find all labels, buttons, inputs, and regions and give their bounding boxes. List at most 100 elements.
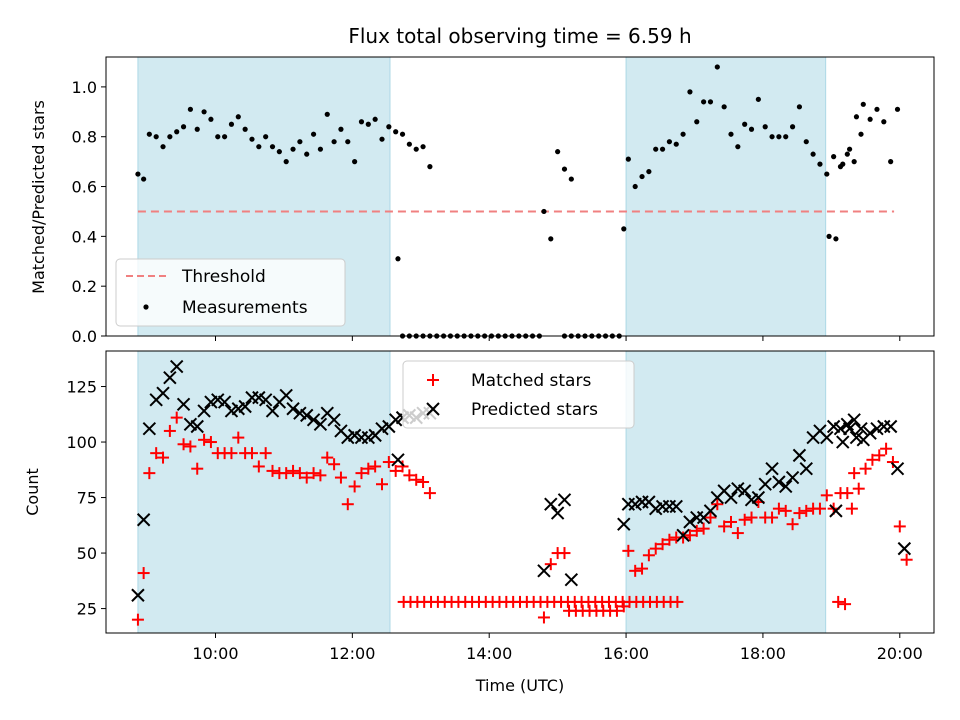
measurement-point <box>796 104 803 110</box>
measurement-point <box>555 149 561 155</box>
matched-star-point <box>204 436 217 449</box>
measurement-point <box>707 99 714 105</box>
matched-star-point <box>150 447 163 460</box>
measurement-point <box>331 139 337 145</box>
matched-star-point <box>417 476 430 489</box>
measurement-point <box>680 131 686 137</box>
matched-star-point <box>772 502 785 515</box>
predicted-star-point <box>676 528 690 543</box>
predicted-star-point <box>557 493 572 507</box>
matched-star-point <box>355 467 368 480</box>
matched-star-point <box>369 460 382 473</box>
x-tick-label: 20:00 <box>877 644 923 663</box>
predicted-star-point <box>724 490 738 505</box>
predicted-star-point <box>537 564 551 578</box>
matched-star-point <box>362 462 375 475</box>
measurement-point <box>755 96 761 102</box>
predicted-star-point <box>197 404 211 418</box>
threshold-legend-label: Threshold <box>181 267 266 287</box>
matched-star-point <box>537 611 550 624</box>
measurement-point <box>860 101 866 107</box>
measurement-point <box>310 131 317 137</box>
matched-star-point <box>225 447 238 460</box>
predicted-star-point <box>883 419 898 434</box>
measurement-point <box>297 139 303 145</box>
matched-star-point <box>766 511 779 524</box>
y-tick-label: 25 <box>77 600 97 619</box>
measurement-point <box>874 106 880 112</box>
measurement-point <box>666 139 673 145</box>
matched-star-point <box>738 513 751 526</box>
y-tick-label: 0.6 <box>72 178 97 197</box>
matched-star-point <box>184 440 197 453</box>
measurement-point <box>769 134 775 140</box>
measurement-point <box>290 146 296 152</box>
measurement-point <box>840 161 846 167</box>
measurement-point <box>283 159 289 165</box>
matched-star-point <box>629 564 642 577</box>
measurement-point <box>824 171 830 177</box>
predicted-star-point <box>779 479 793 494</box>
measurement-point <box>235 114 241 120</box>
measurement-point <box>304 151 310 157</box>
measurement-point <box>653 146 659 152</box>
y-tick-label: 100 <box>66 433 97 452</box>
predicted-star-point <box>544 497 558 511</box>
measurement-point <box>847 146 853 152</box>
measurement-point <box>789 124 796 130</box>
matched-star-point <box>873 449 886 462</box>
y-tick-label: 75 <box>77 489 97 508</box>
measurement-point <box>420 144 426 150</box>
measurement-point <box>345 139 351 145</box>
measurement-point <box>826 233 832 239</box>
measurement-point <box>803 139 809 145</box>
measurement-point <box>853 114 860 120</box>
matched-star-point <box>880 442 893 455</box>
measurement-point <box>894 106 901 112</box>
matched-star-point <box>252 460 265 473</box>
measurement-point <box>748 126 755 132</box>
predicted-legend-swatch <box>426 402 440 416</box>
matched-star-point <box>832 595 845 608</box>
matched-star-point <box>793 507 806 520</box>
count-panel-x-ticks: 10:00 12:00 14:00 16:00 18:00 20:00 <box>192 633 923 663</box>
matched-star-point <box>348 480 361 493</box>
matched-star-point <box>690 524 703 537</box>
predicted-star-point <box>238 399 252 414</box>
predicted-star-point <box>286 402 300 416</box>
predicted-star-point <box>391 453 405 467</box>
matched-star-point <box>300 471 313 484</box>
predicted-star-point <box>136 513 151 527</box>
predicted-star-point <box>564 573 579 587</box>
matched-star-point <box>163 424 176 437</box>
matched-star-point <box>376 478 388 491</box>
matched-star-point <box>307 467 320 480</box>
measurement-point <box>399 131 406 137</box>
matched-star-point <box>642 549 655 562</box>
measurement-point <box>721 104 727 110</box>
count-panel: 10:00 12:00 14:00 16:00 18:00 20:00 25 50 75 100… <box>23 350 935 695</box>
measurement-point <box>810 151 816 157</box>
matched-star-point <box>617 600 630 613</box>
predicted-star-point <box>897 541 912 556</box>
matched-star-point <box>170 411 183 424</box>
measurement-point <box>393 129 399 135</box>
matched-star-point <box>259 447 272 460</box>
measurement-point <box>324 111 330 117</box>
predicted-star-point <box>836 435 850 449</box>
predicted-star-point <box>217 395 232 409</box>
measurement-point <box>728 131 734 137</box>
predicted-legend-label: Predicted stars <box>471 400 598 420</box>
measurement-point <box>146 131 152 137</box>
count-legend-box <box>402 360 635 429</box>
measurement-point <box>317 146 324 152</box>
matched-star-point <box>839 598 852 611</box>
measurement-point <box>256 144 262 150</box>
ratio-panel-legend: Threshold Measurements <box>115 258 346 327</box>
measurement-point <box>851 159 857 165</box>
ratio-panel-x-ticks <box>214 336 901 341</box>
matched-star-point <box>636 562 649 575</box>
predicted-star-point <box>737 484 752 498</box>
matched-star-point <box>677 531 690 544</box>
y-tick-label: 0.0 <box>72 327 97 346</box>
